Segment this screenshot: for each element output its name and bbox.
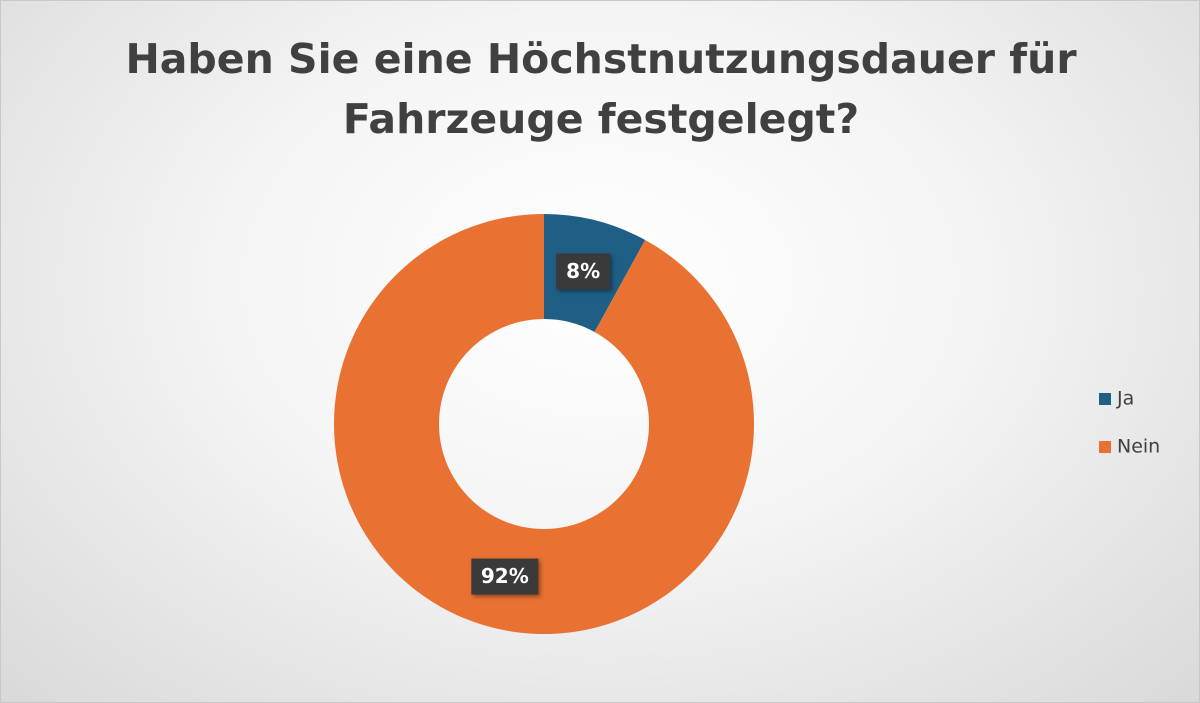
legend-label: Nein: [1117, 436, 1160, 458]
data-label: 8%: [566, 259, 600, 283]
data-label: 92%: [481, 564, 529, 588]
data-label-box: [556, 253, 611, 290]
data-label-box: [471, 558, 539, 595]
legend-swatch: [1099, 393, 1111, 405]
slice: [334, 214, 754, 634]
legend-swatch: [1099, 441, 1111, 453]
chart-title: Haben Sie eine Höchstnutzungsdauer für F…: [125, 35, 1077, 143]
legend-label: Ja: [1116, 388, 1134, 410]
